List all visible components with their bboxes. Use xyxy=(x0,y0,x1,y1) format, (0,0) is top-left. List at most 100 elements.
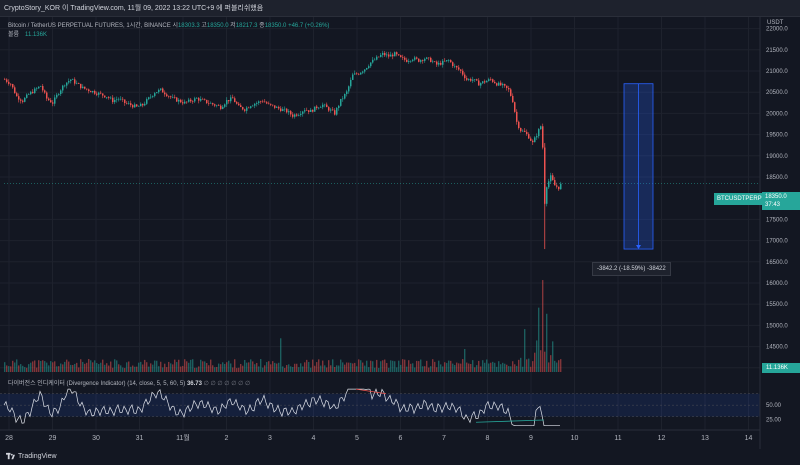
candle-body xyxy=(246,107,248,111)
volume-bar xyxy=(36,367,38,372)
candle-body xyxy=(116,99,118,101)
candle-body xyxy=(138,106,140,107)
candle-body xyxy=(420,60,422,62)
time-tick-label: 12 xyxy=(658,435,666,442)
volume-bar xyxy=(266,362,268,372)
volume-bar xyxy=(488,363,490,372)
candle-body xyxy=(382,52,384,55)
candle-body xyxy=(312,109,314,112)
candle-body xyxy=(36,88,38,89)
time-tick-label: 13 xyxy=(701,435,709,442)
candle-body xyxy=(412,59,414,61)
price-tick-label: 21000.0 xyxy=(766,69,788,75)
time-axis[interactable]: 28 29 30 31 11월 2 3 4 5 6 7 8 9 10 11 12 13 14 xyxy=(0,429,760,442)
volume-bar xyxy=(550,355,552,372)
candle-body xyxy=(422,60,424,61)
candle-body xyxy=(166,94,168,97)
candle-body xyxy=(46,92,48,99)
candle-body xyxy=(448,60,450,61)
candle-body xyxy=(238,103,240,106)
volume-bar xyxy=(244,359,246,372)
volume-bar xyxy=(554,360,556,372)
candle-body xyxy=(4,79,6,81)
candle-body xyxy=(362,71,364,73)
candle-body xyxy=(386,54,388,56)
indicator-legend[interactable]: 다이버전스 인디케이터 (Divergence Indicator) (14, … xyxy=(8,378,250,387)
volume-legend[interactable]: 볼륨 11.136K xyxy=(8,29,47,38)
volume-bar xyxy=(444,362,446,372)
candle-body xyxy=(552,175,554,181)
volume-bar xyxy=(112,367,114,372)
time-tick-label: 31 xyxy=(136,435,144,442)
symbol-legend[interactable]: Bitcoin / TetherUS PERPETUAL FUTURES, 1시… xyxy=(8,20,329,29)
chart-grid xyxy=(0,16,760,430)
bullish-divergence-line xyxy=(475,419,545,423)
candle-body xyxy=(302,111,304,114)
volume-bar xyxy=(412,363,414,372)
volume-bar xyxy=(114,359,116,372)
candle-body xyxy=(118,98,120,100)
candle-body xyxy=(376,56,378,60)
measure-tool[interactable] xyxy=(623,83,654,250)
candle-body xyxy=(318,107,320,109)
volume-bar xyxy=(476,365,478,372)
volume-bar xyxy=(54,361,56,372)
volume-bar xyxy=(126,362,128,372)
volume-bar xyxy=(368,367,370,372)
volume-bar xyxy=(32,361,34,372)
volume-bar xyxy=(236,368,238,372)
candle-body xyxy=(296,114,298,116)
volume-bar xyxy=(62,364,64,372)
candle-body xyxy=(366,67,368,70)
low-label: 저 xyxy=(230,23,236,29)
high-label: 고 xyxy=(201,23,207,29)
volume-bar xyxy=(40,360,42,372)
candle-body xyxy=(212,103,214,105)
candle-body xyxy=(384,52,386,56)
volume-bar xyxy=(176,362,178,372)
price-axis[interactable]: 22000.0 21500.0 21000.0 20500.0 20000.0 19500… xyxy=(759,16,788,449)
volume-bar xyxy=(258,366,260,372)
candle-body xyxy=(78,83,80,84)
candle-body xyxy=(336,108,338,115)
candle-body xyxy=(6,79,8,82)
candle-body xyxy=(108,97,110,99)
candle-body xyxy=(452,62,454,67)
volume-bar xyxy=(86,362,88,372)
candle-body xyxy=(44,90,46,93)
candle-body xyxy=(114,99,116,103)
candle-series xyxy=(4,50,760,250)
volume-bar xyxy=(472,360,474,372)
candle-body xyxy=(462,70,464,75)
volume-bar xyxy=(534,352,536,372)
candle-body xyxy=(140,103,142,107)
candle-body xyxy=(284,108,286,110)
candle-body xyxy=(58,94,60,95)
volume-bar xyxy=(168,361,170,372)
candle-body xyxy=(514,102,516,112)
candle-body xyxy=(372,59,374,63)
candle-body xyxy=(392,54,394,57)
volume-bar xyxy=(22,365,24,372)
candle-body xyxy=(474,79,476,80)
indicator-tick-label: 25.00 xyxy=(766,417,782,423)
current-price-label: 18350.0 37:43 xyxy=(762,192,800,210)
volume-bar xyxy=(336,365,338,372)
volume-bar xyxy=(8,366,10,372)
volume-value: 11.136K xyxy=(25,32,47,38)
candle-body xyxy=(256,102,258,104)
price-tick-label: 19000.0 xyxy=(766,154,788,160)
candle-body xyxy=(432,61,434,63)
candle-body xyxy=(210,103,212,104)
volume-bar xyxy=(526,359,528,372)
candle-body xyxy=(524,130,526,132)
candle-body xyxy=(8,81,10,84)
volume-bar xyxy=(270,364,272,372)
candle-body xyxy=(66,82,68,86)
volume-bar xyxy=(362,362,364,372)
volume-bar xyxy=(410,363,412,372)
candle-body xyxy=(48,98,50,101)
volume-bar xyxy=(490,362,492,372)
candle-body xyxy=(526,131,528,135)
